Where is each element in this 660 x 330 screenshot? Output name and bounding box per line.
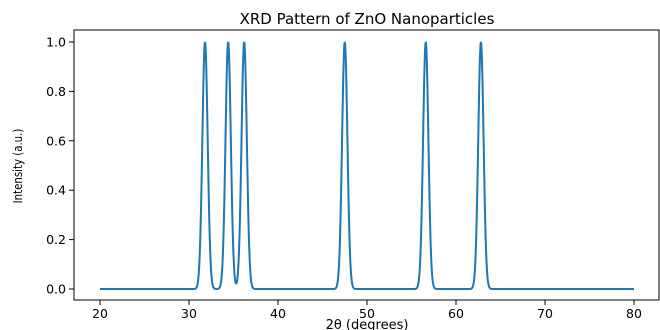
y-tick-label: 0.4: [46, 183, 66, 198]
x-tick-label: 50: [359, 306, 375, 321]
chart-title: XRD Pattern of ZnO Nanoparticles: [240, 10, 495, 28]
x-tick-label: 80: [626, 306, 642, 321]
x-tick-label: 30: [181, 306, 197, 321]
y-tick-label: 1.0: [46, 35, 66, 50]
y-tick-label: 0.0: [46, 282, 66, 297]
x-tick-label: 40: [270, 306, 286, 321]
y-tick-label: 0.6: [46, 133, 66, 148]
series-line-intensity: [100, 41, 634, 290]
x-axis-ticks: 20 30 40 50 60 70 80: [92, 300, 642, 321]
x-tick-label: 70: [537, 306, 553, 321]
y-tick-label: 0.2: [46, 232, 66, 247]
plot-area: [73, 29, 660, 301]
x-axis-label: 2θ (degrees): [326, 318, 409, 330]
y-axis-ticks: 0.0 0.2 0.4 0.6 0.8 1.0: [46, 35, 74, 297]
y-tick-label: 0.8: [46, 84, 66, 99]
x-tick-label: 60: [448, 306, 464, 321]
x-tick-label: 20: [92, 306, 108, 321]
y-axis-label: Intensity (a.u.): [11, 129, 25, 204]
